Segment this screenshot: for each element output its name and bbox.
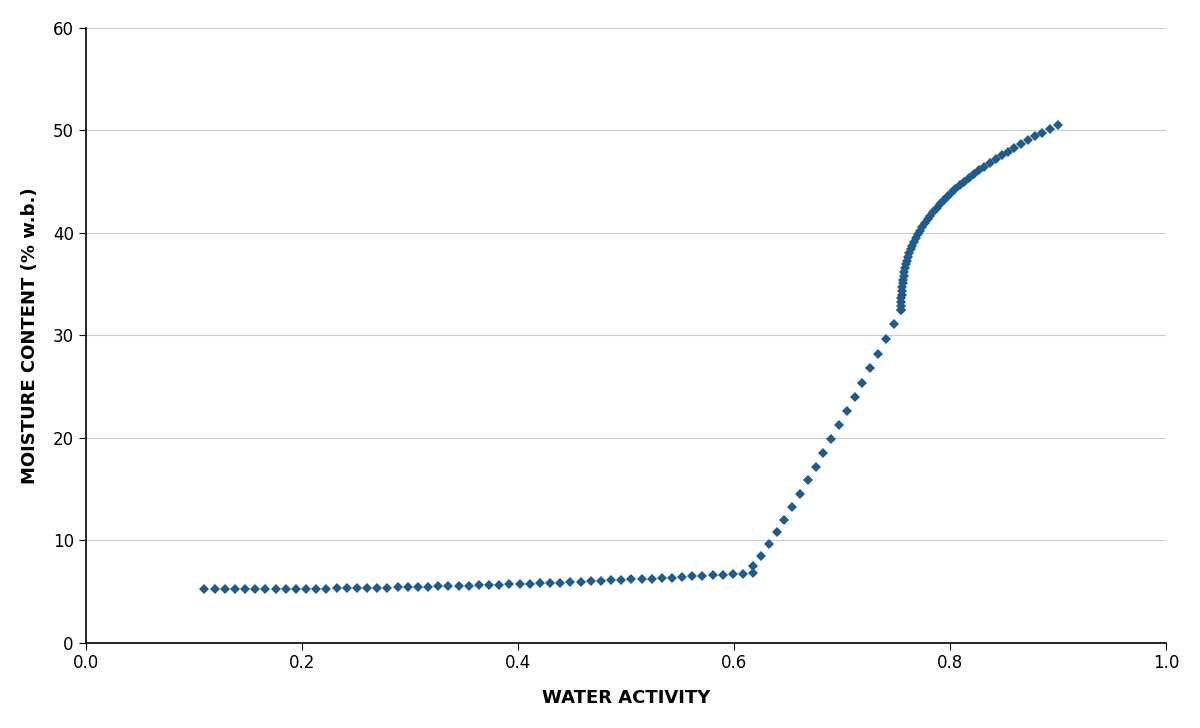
Y-axis label: MOISTURE CONTENT (% w.b.): MOISTURE CONTENT (% w.b.) bbox=[20, 187, 38, 483]
X-axis label: WATER ACTIVITY: WATER ACTIVITY bbox=[541, 689, 710, 707]
